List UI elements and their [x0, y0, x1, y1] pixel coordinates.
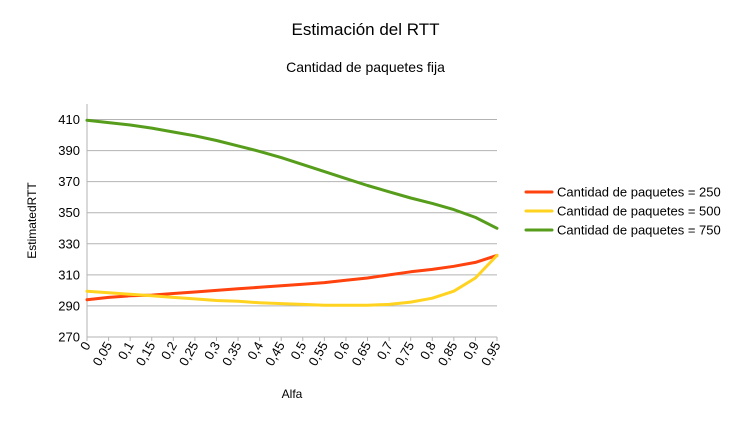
x-tick-label: 0,65	[348, 339, 374, 368]
legend-label: Cantidad de paquetes = 500	[557, 204, 721, 219]
legend-label: Cantidad de paquetes = 750	[557, 223, 721, 238]
x-tick-label: 0,35	[219, 339, 245, 368]
x-tick-label: 0,25	[176, 339, 202, 368]
y-tick-label: 350	[58, 205, 80, 220]
y-tick-label: 310	[58, 267, 80, 282]
y-tick-label: 290	[58, 298, 80, 313]
series-line-1	[85, 253, 499, 302]
x-tick-label: 0,45	[262, 339, 288, 368]
series-line-2	[85, 253, 499, 307]
y-axis-title: EstimatedRTT	[25, 182, 39, 259]
series-line-3	[85, 118, 499, 230]
x-tick-label: 0,55	[305, 339, 331, 368]
x-tick-label: 0	[77, 339, 94, 353]
x-tick-label: 0,95	[478, 339, 504, 368]
x-axis-title: Alfa	[282, 387, 303, 401]
x-tick-label: 0,85	[435, 339, 461, 368]
y-tick-label: 270	[58, 330, 80, 345]
y-tick-label: 410	[58, 112, 80, 127]
y-tick-label: 370	[58, 174, 80, 189]
x-tick-label: 0,15	[133, 339, 159, 368]
y-tick-label: 390	[58, 143, 80, 158]
chart-subtitle: Cantidad de paquetes fija	[286, 59, 445, 75]
x-tick-label: 0,75	[392, 339, 418, 368]
chart-title: Estimación del RTT	[291, 20, 440, 39]
y-tick-label: 330	[58, 236, 80, 251]
legend-label: Cantidad de paquetes = 250	[557, 185, 721, 200]
x-tick-label: 0,05	[90, 339, 116, 368]
